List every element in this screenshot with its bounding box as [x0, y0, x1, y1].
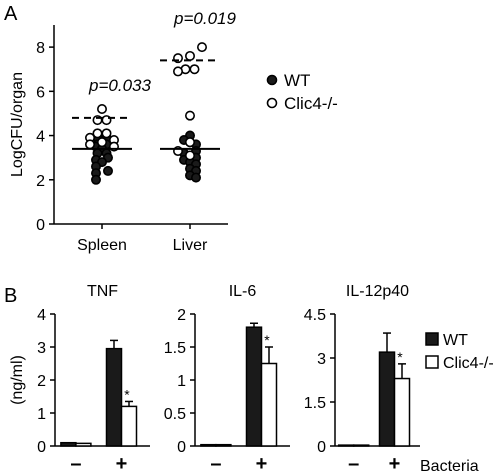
p-value-liver: p=0.019	[173, 9, 236, 28]
y-tick-label: 2	[36, 173, 45, 190]
y-tick-label: 0	[36, 217, 45, 234]
bacteria-label: Bacteria	[420, 458, 479, 475]
clic4-point	[97, 104, 108, 115]
wt-bar	[200, 443, 217, 447]
significance-star: *	[397, 349, 403, 365]
p-value-spleen: p=0.033	[88, 76, 151, 95]
legend-wt-marker	[266, 74, 278, 86]
bar-chart-1: 0 0.5 1 1.5 2 IL-6 – * +	[164, 283, 290, 475]
clic4-point	[101, 128, 112, 139]
wt-point	[191, 172, 202, 183]
clic4-point	[185, 50, 196, 61]
clic4-bar	[215, 443, 232, 447]
y-tick-label: 1.5	[304, 395, 326, 412]
clic4-bar	[260, 362, 278, 447]
y-tick-label: 3	[317, 351, 326, 368]
clic4-point	[185, 110, 196, 121]
clic4-bar	[352, 444, 370, 447]
clic4-point	[185, 137, 196, 148]
y-tick-label: 0	[317, 439, 326, 456]
scatter-panel: A 0 2 4 6 8 LogCFU/organ Spleen Liver p=0.033 p=0…	[4, 3, 338, 254]
wt-bar	[378, 351, 396, 447]
x-tick-label: Liver	[173, 237, 208, 254]
legend-clic4-label: Clic4-/-	[443, 355, 494, 372]
clic4-point	[197, 42, 208, 53]
clic4-bar	[120, 405, 138, 447]
wt-bar	[60, 441, 77, 447]
clic4-bar	[75, 442, 92, 447]
x-tick-label: –	[348, 453, 359, 475]
panel-label-a: A	[4, 3, 18, 25]
wt-bar	[105, 347, 123, 447]
y-tick-label: 0	[37, 439, 46, 456]
x-tick-label: +	[256, 453, 268, 475]
bar-panels: B Bacteria 0 1 2 3 4 TNF (ng/ml) – * +0 0.5 1 1.5 2 IL…	[4, 283, 494, 475]
y-tick-label: 4.5	[304, 307, 326, 324]
x-tick-label: –	[210, 453, 221, 475]
chart-title: TNF	[87, 283, 118, 300]
legend-wt-label: WT	[443, 332, 468, 349]
legend-clic4-swatch	[425, 355, 439, 369]
chart-title: IL-6	[229, 283, 257, 300]
y-tick-label: 8	[36, 40, 45, 57]
y-tick-label: 2	[37, 373, 46, 390]
wt-bar	[245, 326, 263, 447]
x-tick-label: +	[389, 453, 401, 475]
y-axis-label: (ng/ml)	[9, 355, 26, 405]
y-tick-label: 1	[37, 406, 46, 423]
wt-bar	[337, 444, 355, 447]
significance-star: *	[124, 386, 130, 402]
x-tick-label: +	[116, 453, 128, 475]
y-tick-label: 2	[177, 307, 186, 324]
clic4-point	[173, 66, 184, 77]
y-tick-label: 4	[37, 307, 46, 324]
y-tick-label: 3	[37, 340, 46, 357]
significance-star: *	[264, 332, 270, 348]
y-tick-label: 6	[36, 84, 45, 101]
wt-point	[91, 174, 102, 185]
clic4-bar	[393, 377, 411, 447]
y-axis-label: LogCFU/organ	[9, 72, 26, 177]
y-tick-label: 1	[177, 373, 186, 390]
panel-label-b: B	[4, 285, 17, 307]
legend-wt-label: WT	[284, 71, 310, 90]
y-tick-label: 1.5	[164, 340, 186, 357]
bar-chart-0: 0 1 2 3 4 TNF (ng/ml) – * +	[9, 283, 150, 475]
x-tick-label: Spleen	[77, 237, 127, 254]
clic4-point	[189, 64, 200, 75]
y-tick-label: 0	[177, 439, 186, 456]
wt-point	[103, 165, 114, 176]
clic4-point	[97, 137, 108, 148]
y-tick-label: 0.5	[164, 406, 186, 423]
bar-chart-2: 0 1.5 3 4.5 IL-12p40 – * + WT Clic4-/-	[304, 283, 494, 475]
clic4-point	[85, 139, 96, 150]
chart-title: IL-12p40	[346, 283, 409, 300]
legend-clic4-label: Clic4-/-	[284, 94, 338, 113]
legend-clic4-marker	[266, 97, 278, 109]
y-tick-label: 4	[36, 129, 45, 146]
clic4-point	[185, 150, 196, 161]
legend-wt-swatch	[425, 332, 439, 346]
x-tick-label: –	[70, 453, 81, 475]
